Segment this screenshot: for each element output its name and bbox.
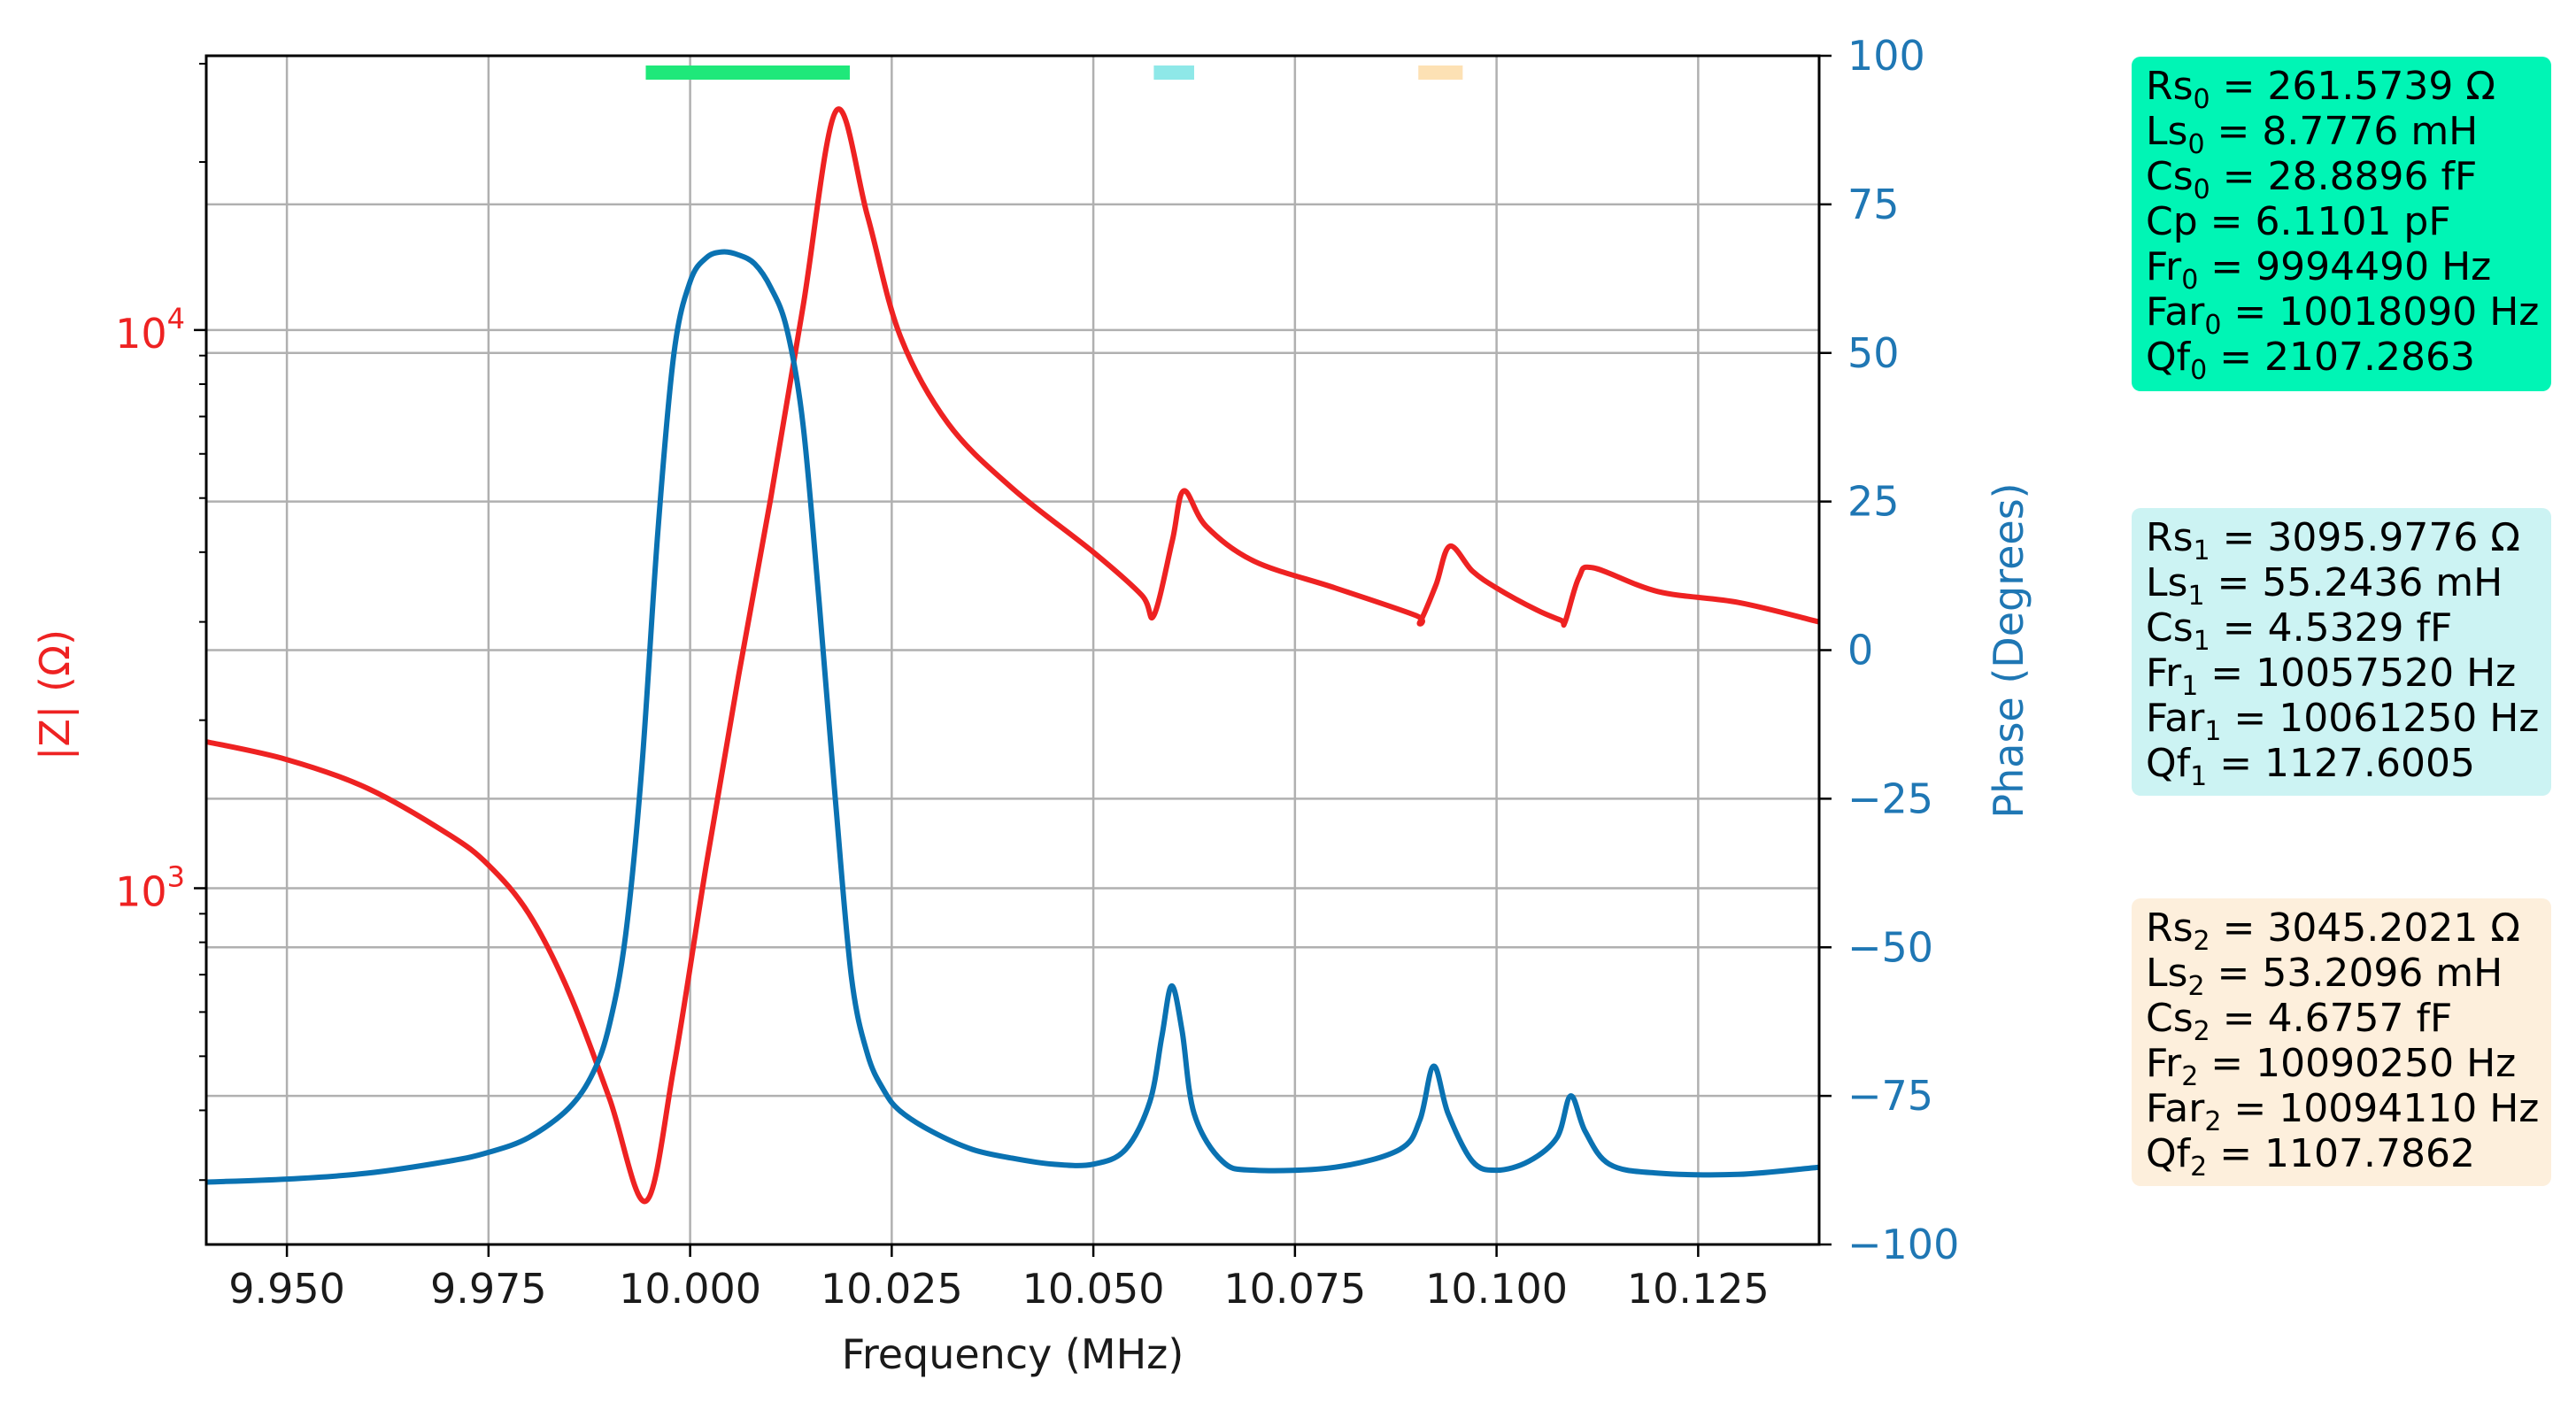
x-tick-label: 9.950 bbox=[228, 1265, 345, 1313]
param-line: Cs0 = 28.8896 fF bbox=[2146, 154, 2478, 205]
param-line: Ls1 = 55.2436 mH bbox=[2146, 560, 2503, 612]
series-lines bbox=[205, 106, 1820, 1205]
y-right-tick-label: −50 bbox=[1847, 923, 1933, 971]
x-tick-label: 10.125 bbox=[1627, 1265, 1770, 1313]
left-axis-label: |Z| (Ω) bbox=[31, 629, 80, 760]
y-right-tick-label: −75 bbox=[1847, 1072, 1933, 1120]
params-box-1: Rs1 = 3095.9776 Ω Ls1 = 55.2436 mH Cs1 = 4… bbox=[2132, 508, 2551, 796]
y-right-tick-label: 50 bbox=[1847, 329, 1900, 377]
y-right-tick-label: 100 bbox=[1847, 32, 1925, 80]
phase-line bbox=[205, 249, 1820, 1185]
x-axis-label: Frequency (MHz) bbox=[842, 1330, 1184, 1378]
resonance-bar-2 bbox=[1418, 65, 1463, 80]
param-line: Ls2 = 53.2096 mH bbox=[2146, 951, 2503, 1002]
impedance-line bbox=[205, 106, 1820, 1205]
y-right-tick-label: 25 bbox=[1847, 478, 1900, 526]
resonance-bar-0 bbox=[645, 65, 850, 80]
param-line: Fr1 = 10057520 Hz bbox=[2146, 651, 2517, 702]
param-line: Cs2 = 4.6757 fF bbox=[2146, 996, 2453, 1047]
param-line: Cp = 6.1101 pF bbox=[2146, 199, 2451, 244]
x-tick-label: 10.075 bbox=[1223, 1265, 1366, 1313]
param-line: Far2 = 10094110 Hz bbox=[2146, 1086, 2540, 1137]
param-line: Fr2 = 10090250 Hz bbox=[2146, 1041, 2517, 1092]
y-left-tick-label: 103 bbox=[115, 859, 185, 915]
y-right-tick-label: −100 bbox=[1847, 1221, 1959, 1268]
param-line: Rs0 = 261.5739 Ω bbox=[2146, 64, 2495, 115]
x-tick-label: 10.000 bbox=[619, 1265, 761, 1313]
param-line: Qf1 = 1127.6005 bbox=[2146, 741, 2475, 792]
param-line: Far0 = 10018090 Hz bbox=[2146, 289, 2540, 341]
y-left-tick-label: 104 bbox=[115, 302, 185, 358]
param-line: Qf0 = 2107.2863 bbox=[2146, 335, 2475, 386]
resonance-bars bbox=[645, 65, 1463, 80]
y-right-tick-label: 0 bbox=[1847, 627, 1873, 674]
x-tick-label: 10.100 bbox=[1425, 1265, 1568, 1313]
x-tick-label: 10.050 bbox=[1022, 1265, 1165, 1313]
param-line: Cs1 = 4.5329 fF bbox=[2146, 605, 2453, 657]
left-y-axis: 103 104 bbox=[115, 62, 206, 1182]
param-line: Qf2 = 1107.7862 bbox=[2146, 1131, 2475, 1183]
x-tick-label: 10.025 bbox=[821, 1265, 963, 1313]
x-tick-label: 9.975 bbox=[430, 1265, 547, 1313]
right-y-axis: 100 75 50 25 0 −25 −50 −75 −100 bbox=[1819, 32, 1959, 1268]
param-line: Fr0 = 9994490 Hz bbox=[2146, 244, 2492, 296]
param-line: Far1 = 10061250 Hz bbox=[2146, 696, 2540, 747]
param-line: Rs2 = 3045.2021 Ω bbox=[2146, 905, 2520, 957]
param-line: Ls0 = 8.7776 mH bbox=[2146, 109, 2479, 160]
y-right-tick-label: 75 bbox=[1847, 181, 1900, 228]
param-line: Rs1 = 3095.9776 Ω bbox=[2146, 515, 2520, 566]
right-axis-label: Phase (Degrees) bbox=[1985, 482, 2032, 818]
grid-lines bbox=[206, 54, 1819, 1246]
x-axis: 9.950 9.975 10.000 10.025 10.050 10.075 10.100… bbox=[228, 1244, 1770, 1313]
resonance-bar-1 bbox=[1153, 65, 1194, 80]
params-box-0: Rs0 = 261.5739 Ω Ls0 = 8.7776 mH Cs0 = 28.… bbox=[2132, 57, 2551, 391]
params-box-2: Rs2 = 3045.2021 Ω Ls2 = 53.2096 mH Cs2 = 4… bbox=[2132, 898, 2551, 1186]
y-right-tick-label: −25 bbox=[1847, 774, 1933, 822]
